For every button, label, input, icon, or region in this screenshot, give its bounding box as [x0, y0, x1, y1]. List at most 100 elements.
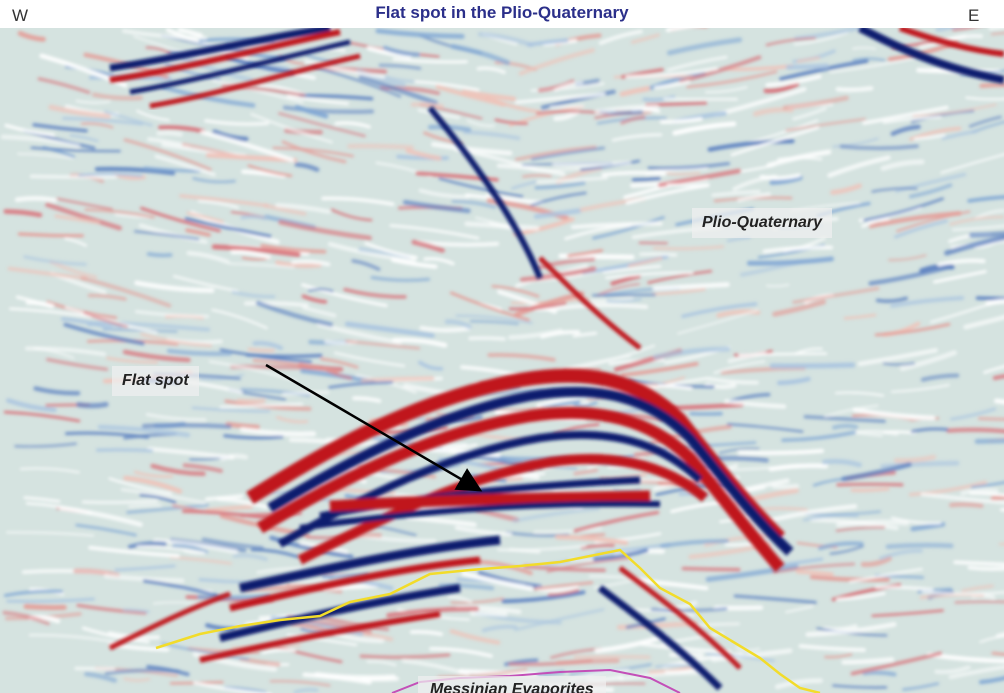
- reflector-streak: [766, 504, 858, 523]
- reflector-streak: [123, 677, 151, 682]
- reflector-streak: [732, 174, 778, 192]
- reflector-streak: [650, 607, 728, 613]
- reflector-streak: [514, 145, 597, 162]
- reflector-streak: [392, 57, 468, 64]
- reflector-streak: [391, 257, 438, 269]
- reflector-streak: [779, 59, 869, 81]
- reflector-streak: [852, 57, 886, 62]
- reflector-streak: [592, 548, 649, 561]
- reflector-streak: [334, 121, 371, 129]
- reflector-streak: [836, 482, 904, 487]
- reflector-streak: [106, 356, 159, 364]
- reflector-streak: [317, 322, 402, 345]
- reflector-streak: [15, 295, 53, 308]
- reflector-streak: [3, 410, 81, 423]
- reflector-streak: [713, 360, 766, 375]
- reflector-streak: [960, 487, 999, 496]
- reflector-streak: [598, 29, 643, 45]
- reflector-streak: [511, 180, 537, 190]
- reflector-streak: [4, 123, 55, 137]
- reflector-streak: [718, 447, 760, 455]
- reflector-streak: [893, 454, 937, 463]
- reflector-streak: [908, 480, 988, 497]
- reflector-streak: [878, 548, 923, 561]
- reflector-streak: [705, 652, 775, 663]
- reflector-streak: [282, 390, 330, 396]
- reflector-streak: [431, 141, 513, 156]
- reflector-streak: [890, 516, 942, 525]
- reflector-streak: [792, 107, 827, 121]
- reflector-streak: [533, 527, 603, 534]
- reflector-streak: [122, 349, 191, 363]
- reflector-streak: [971, 481, 1004, 489]
- reflector-streak: [484, 95, 541, 114]
- reflector-streak: [435, 84, 506, 107]
- reflector-streak: [823, 624, 858, 632]
- reflector-streak: [785, 117, 867, 132]
- reflector-streak: [944, 235, 1004, 256]
- reflector-streak: [7, 266, 88, 281]
- reflector-streak: [281, 140, 347, 164]
- reflector-streak: [166, 348, 233, 356]
- reflector-streak: [185, 228, 211, 237]
- reflector-streak: [364, 241, 418, 259]
- reflector-streak: [882, 362, 916, 366]
- reflector-streak: [14, 442, 78, 448]
- reflector-streak: [514, 92, 606, 104]
- reflector-streak: [3, 209, 43, 218]
- reflector-streak: [994, 398, 1004, 405]
- reflector-streak: [182, 463, 223, 473]
- reflector-streak: [359, 653, 451, 659]
- reflector-streak: [3, 589, 63, 597]
- reflector-streak: [974, 438, 1004, 444]
- reflector-streak: [360, 376, 435, 384]
- reflector-streak: [832, 137, 879, 148]
- reflector-streak: [438, 583, 495, 591]
- reflector-streak: [23, 496, 61, 503]
- flat-spot-arrow: [265, 363, 483, 492]
- reflector-streak: [554, 81, 584, 92]
- reflector-streak: [301, 294, 328, 304]
- reflector-streak: [921, 590, 1004, 596]
- reflector-streak: [275, 260, 322, 268]
- reflector-streak: [289, 578, 329, 585]
- reflector-streak: [596, 283, 641, 297]
- reflector-streak: [128, 503, 162, 508]
- reflector-streak: [497, 289, 557, 314]
- plio-quaternary-label: Plio-Quaternary: [692, 208, 833, 238]
- reflector-streak: [69, 134, 99, 143]
- reflector-streak: [824, 404, 879, 418]
- reflector-streak: [133, 35, 208, 60]
- reflector-streak: [652, 245, 725, 251]
- reflector-streak: [611, 133, 663, 142]
- reflector-streak: [17, 31, 46, 42]
- reflector-streak: [666, 37, 743, 56]
- reflector-streak: [983, 365, 1004, 374]
- reflector-streak: [64, 237, 88, 247]
- reflector-streak: [533, 208, 582, 219]
- reflector-streak: [991, 651, 1004, 656]
- reflector-streak: [832, 423, 859, 430]
- reflector-streak: [533, 581, 594, 591]
- reflector-streak: [302, 305, 337, 318]
- reflector-streak: [796, 56, 821, 63]
- reflector-streak: [282, 105, 375, 114]
- reflector-streak: [240, 214, 268, 221]
- reflector-streak: [782, 95, 849, 110]
- reflector-streak: [771, 483, 800, 490]
- reflector-streak: [83, 311, 128, 328]
- reflector-streak: [146, 252, 173, 258]
- reflector-streak: [145, 412, 207, 422]
- reflector-streak: [6, 398, 57, 413]
- reflector-streak: [63, 322, 145, 346]
- reflector-streak: [608, 358, 665, 366]
- reflector-streak: [278, 112, 366, 138]
- reflector-streak: [122, 608, 150, 614]
- reflector-streak: [946, 427, 1004, 434]
- reflector-streak: [660, 539, 729, 549]
- reflector-streak: [133, 230, 200, 241]
- reflector-streak: [620, 361, 699, 377]
- reflector-streak: [855, 431, 883, 437]
- reflector-streak: [487, 353, 556, 362]
- reflector-streak: [438, 177, 524, 198]
